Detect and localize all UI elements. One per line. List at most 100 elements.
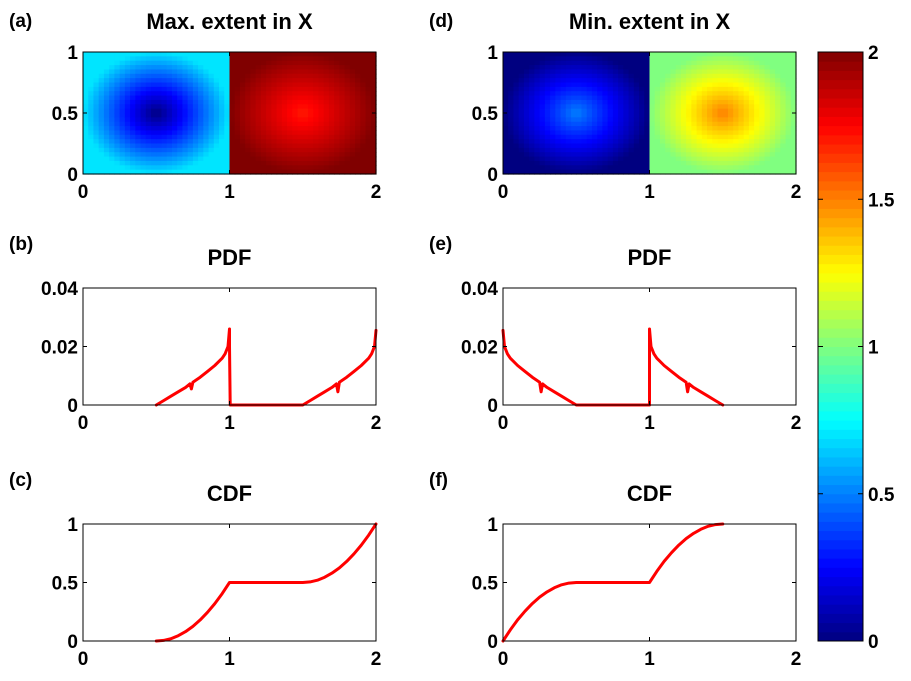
heatmap-cell [701, 126, 708, 132]
heatmap-cell [696, 73, 703, 79]
heatmap-cell [255, 121, 262, 127]
heatmap-cell [313, 117, 320, 123]
heatmap-cell [297, 130, 304, 136]
heatmap-cell [292, 69, 299, 75]
heatmap-cell [733, 95, 740, 101]
heatmap-cell [349, 143, 356, 149]
heatmap-cell [576, 130, 583, 136]
heatmap-cell [98, 134, 105, 140]
heatmap-cell [785, 60, 792, 66]
heatmap-cell [633, 126, 640, 132]
heatmap-cell [260, 134, 267, 140]
heatmap-cell [722, 78, 729, 84]
heatmap-cell [576, 108, 583, 114]
heatmap-cell [313, 104, 320, 110]
heatmap-cell [675, 139, 682, 145]
y-tick-label: 0.5 [472, 574, 499, 595]
heatmap-cell [313, 152, 320, 158]
panel-letter: (f) [429, 470, 448, 491]
heatmap-cell [219, 99, 225, 105]
heatmap-cell [759, 130, 766, 136]
heatmap-cell [607, 121, 614, 127]
heatmap-cell [229, 121, 236, 127]
heatmap-cell [360, 69, 367, 75]
heatmap-cell [255, 152, 262, 158]
heatmap-cell [98, 121, 105, 127]
heatmap-cell [686, 82, 692, 88]
heatmap-cell [187, 69, 194, 75]
heatmap-cell [292, 121, 299, 127]
heatmap-cell [633, 117, 640, 123]
heatmap-cell [534, 52, 541, 57]
heatmap-cell [124, 56, 131, 62]
heatmap-cell [119, 121, 126, 127]
heatmap-cell [639, 169, 645, 175]
heatmap-cell [318, 130, 325, 136]
heatmap-cell [219, 126, 225, 132]
y-tick-label: 0 [67, 396, 78, 417]
heatmap-cell [229, 99, 236, 105]
heatmap-cell [145, 160, 152, 166]
heatmap-cell [581, 104, 588, 110]
colorbar-swatch [818, 539, 863, 550]
heatmap-cell [192, 134, 199, 140]
heatmap-cell [313, 121, 320, 127]
heatmap-cell [639, 65, 645, 71]
heatmap-cell [691, 117, 698, 123]
heatmap-cell [307, 73, 314, 79]
heatmap-cell [639, 143, 645, 149]
heatmap-cell [696, 86, 703, 92]
heatmap-cell [675, 134, 682, 140]
heatmap-cell [266, 65, 272, 71]
heatmap-cell [245, 156, 252, 162]
heatmap-cell [187, 160, 194, 166]
heatmap-cell [790, 134, 797, 140]
heatmap-cell [597, 91, 604, 97]
heatmap-cell [618, 130, 624, 136]
heatmap-cell [318, 69, 325, 75]
heatmap-cell [539, 117, 546, 123]
heatmap-cell [208, 143, 215, 149]
heatmap-cell [523, 160, 530, 166]
heatmap-cell [328, 104, 335, 110]
heatmap-cell [780, 104, 787, 110]
heatmap-cell [717, 95, 724, 101]
heatmap-cell [145, 121, 152, 127]
heatmap-cell [518, 126, 525, 132]
heatmap-cell [103, 82, 110, 88]
heatmap-cell [88, 126, 95, 132]
heatmap-cell [83, 117, 89, 123]
heatmap-cell [571, 95, 577, 101]
heatmap-cell [780, 152, 787, 158]
heatmap-cell [602, 69, 609, 75]
heatmap-cell [550, 126, 556, 132]
heatmap-cell [597, 134, 604, 140]
heatmap-cell [597, 65, 604, 71]
x-tick-label: 0 [498, 182, 509, 203]
heatmap-cell [103, 86, 110, 92]
heatmap-cell [790, 69, 797, 75]
heatmap-cell [534, 156, 541, 162]
heatmap-cell [229, 147, 236, 153]
heatmap-cell [151, 134, 157, 140]
heatmap-cell [696, 108, 703, 114]
heatmap-cell [764, 130, 771, 136]
heatmap-cell [670, 139, 677, 145]
heatmap-cell [775, 104, 781, 110]
heatmap-cell [544, 65, 551, 71]
heatmap-cell [503, 91, 509, 97]
heatmap-cell [618, 147, 624, 153]
heatmap-cell [83, 82, 89, 88]
colorbar-tick-label: 0 [868, 632, 879, 653]
heatmap-cell [192, 60, 199, 66]
heatmap-cell [686, 165, 692, 171]
heatmap-cell [518, 113, 525, 118]
heatmap-cell [555, 147, 562, 153]
heatmap-cell [586, 91, 593, 97]
heatmap-cell [544, 156, 551, 162]
heatmap-cell [560, 152, 567, 158]
heatmap-cell [701, 147, 708, 153]
heatmap-cell [550, 91, 556, 97]
heatmap-cell [245, 134, 252, 140]
heatmap-cell [654, 73, 661, 79]
